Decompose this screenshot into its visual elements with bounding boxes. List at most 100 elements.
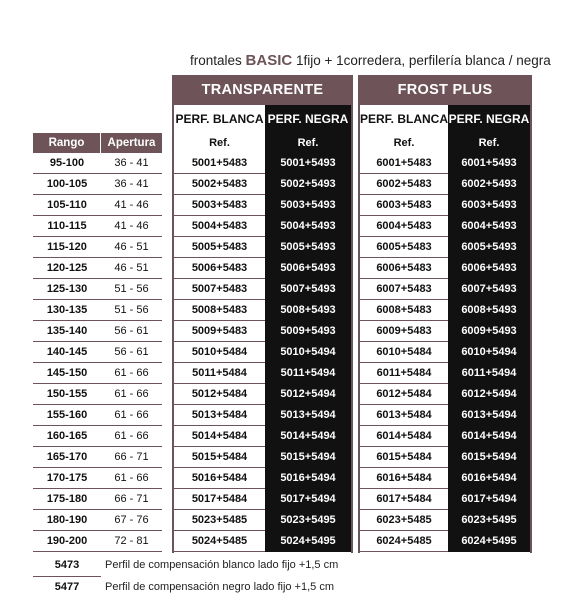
- cell-rango: 145-150: [46, 367, 88, 379]
- ref-label-t-negra: Ref.: [265, 133, 351, 153]
- note-row: 5477 Perfil de compensación negro lado f…: [33, 577, 553, 597]
- cell-f-negra: 6014+5494: [448, 426, 530, 447]
- row-separator: [33, 383, 162, 384]
- cell-t-blanca: 5006+5483: [191, 262, 248, 274]
- cell-f-blanca: 6014+5484: [376, 430, 432, 442]
- cell-t-negra: 5008+5493: [265, 300, 351, 321]
- row-separator: [33, 257, 162, 258]
- row-separator: [360, 320, 448, 321]
- row-separator: [360, 488, 448, 489]
- table-row: 165-170 66 - 71 5015+5484 5015+5494 6015+548…: [0, 447, 563, 468]
- cell-t-blanca: 5010+5484: [191, 346, 248, 358]
- row-separator: [360, 341, 448, 342]
- row-separator: [360, 425, 448, 426]
- table-row: 150-155 61 - 66 5012+5484 5012+5494 6012+548…: [0, 384, 563, 405]
- cell-f-blanca: 6011+5484: [376, 367, 432, 379]
- col-header-apertura: Apertura: [101, 133, 162, 153]
- table-row: 140-145 56 - 61 5010+5484 5010+5494 6010+548…: [0, 342, 563, 363]
- table-row: 160-165 61 - 66 5014+5484 5014+5494 6014+548…: [0, 426, 563, 447]
- row-separator: [33, 194, 162, 195]
- cell-rango: 170-175: [46, 472, 88, 484]
- table-row: 120-125 46 - 51 5006+5483 5006+5493 6006+548…: [0, 258, 563, 279]
- note-code: 5473: [54, 559, 80, 571]
- row-separator: [360, 530, 448, 531]
- col-header-rango: Rango: [33, 133, 100, 153]
- cell-t-blanca: 5015+5484: [191, 451, 248, 463]
- note-text: Perfil de compensación blanco lado fijo …: [105, 559, 339, 571]
- cell-f-negra: 6007+5493: [448, 279, 530, 300]
- cell-rango: 100-105: [46, 178, 88, 190]
- cell-f-negra: 6005+5493: [448, 237, 530, 258]
- cell-rango: 135-140: [46, 325, 88, 337]
- cell-f-blanca: 6010+5484: [376, 346, 432, 358]
- row-separator: [33, 530, 162, 531]
- cell-t-negra: 5007+5493: [265, 279, 351, 300]
- note-text: Perfil de compensación negro lado fijo +…: [105, 581, 334, 593]
- cell-rango: 165-170: [46, 451, 88, 463]
- cell-f-blanca: 6007+5483: [376, 283, 432, 295]
- cell-apertura: 56 - 61: [114, 346, 149, 358]
- row-separator: [33, 278, 162, 279]
- row-separator: [33, 509, 162, 510]
- cell-apertura: 56 - 61: [114, 325, 149, 337]
- table-row: 135-140 56 - 61 5009+5483 5009+5493 6009+548…: [0, 321, 563, 342]
- cell-t-negra: 5004+5493: [265, 216, 351, 237]
- cell-f-blanca: 6005+5483: [376, 241, 432, 253]
- row-separator: [360, 278, 448, 279]
- cell-apertura: 61 - 66: [114, 388, 149, 400]
- group-header-transparente: TRANSPARENTE: [172, 75, 353, 105]
- row-separator: [174, 194, 265, 195]
- cell-f-negra: 6024+5495: [448, 531, 530, 552]
- cell-rango: 140-145: [46, 346, 88, 358]
- table-row: 95-100 36 - 41 5001+5483 5001+5493 6001+5483…: [0, 153, 563, 174]
- cell-f-negra: 6009+5493: [448, 321, 530, 342]
- cell-rango: 130-135: [46, 304, 88, 316]
- cell-t-negra: 5016+5494: [265, 468, 351, 489]
- row-separator: [33, 404, 162, 405]
- cell-f-negra: 6016+5494: [448, 468, 530, 489]
- row-separator: [174, 530, 265, 531]
- ref-label-t-blanca: Ref.: [174, 133, 265, 153]
- panel-transparente: [172, 75, 353, 553]
- cell-apertura: 41 - 46: [114, 220, 149, 232]
- cell-apertura: 51 - 56: [114, 283, 149, 295]
- row-separator: [360, 299, 448, 300]
- row-separator: [174, 404, 265, 405]
- table-row: 125-130 51 - 56 5007+5483 5007+5493 6007+548…: [0, 279, 563, 300]
- row-separator: [360, 383, 448, 384]
- row-separator: [174, 341, 265, 342]
- cell-t-negra: 5010+5494: [265, 342, 351, 363]
- cell-t-negra: 5014+5494: [265, 426, 351, 447]
- row-separator: [360, 551, 448, 552]
- cell-rango: 125-130: [46, 283, 88, 295]
- row-separator: [33, 320, 162, 321]
- cell-t-blanca: 5023+5485: [191, 514, 248, 526]
- cell-t-negra: 5015+5494: [265, 447, 351, 468]
- cell-t-negra: 5017+5494: [265, 489, 351, 510]
- row-separator: [174, 236, 265, 237]
- cell-rango: 155-160: [46, 409, 88, 421]
- cell-t-negra: 5002+5493: [265, 174, 351, 195]
- note-code: 5477: [54, 581, 80, 593]
- row-separator: [33, 488, 162, 489]
- cell-f-negra: 6012+5494: [448, 384, 530, 405]
- cell-rango: 115-120: [47, 241, 87, 253]
- cell-rango: 175-180: [46, 493, 88, 505]
- col-header-t-negra: PERF. NEGRA: [265, 105, 351, 133]
- row-separator: [360, 194, 448, 195]
- cell-t-blanca: 5003+5483: [191, 199, 248, 211]
- cell-t-blanca: 5009+5483: [191, 325, 248, 337]
- cell-f-negra: 6017+5494: [448, 489, 530, 510]
- cell-f-blanca: 6003+5483: [376, 199, 432, 211]
- table-row: 105-110 41 - 46 5003+5483 5003+5493 6003+548…: [0, 195, 563, 216]
- cell-t-blanca: 5002+5483: [191, 178, 248, 190]
- table-row: 130-135 51 - 56 5008+5483 5008+5493 6008+548…: [0, 300, 563, 321]
- cell-t-blanca: 5014+5484: [191, 430, 248, 442]
- ref-label-f-blanca: Ref.: [360, 133, 448, 153]
- row-separator: [33, 467, 162, 468]
- cell-f-negra: 6013+5494: [448, 405, 530, 426]
- row-separator: [33, 299, 162, 300]
- row-separator: [174, 278, 265, 279]
- cell-t-blanca: 5005+5483: [191, 241, 248, 253]
- row-separator: [33, 551, 162, 552]
